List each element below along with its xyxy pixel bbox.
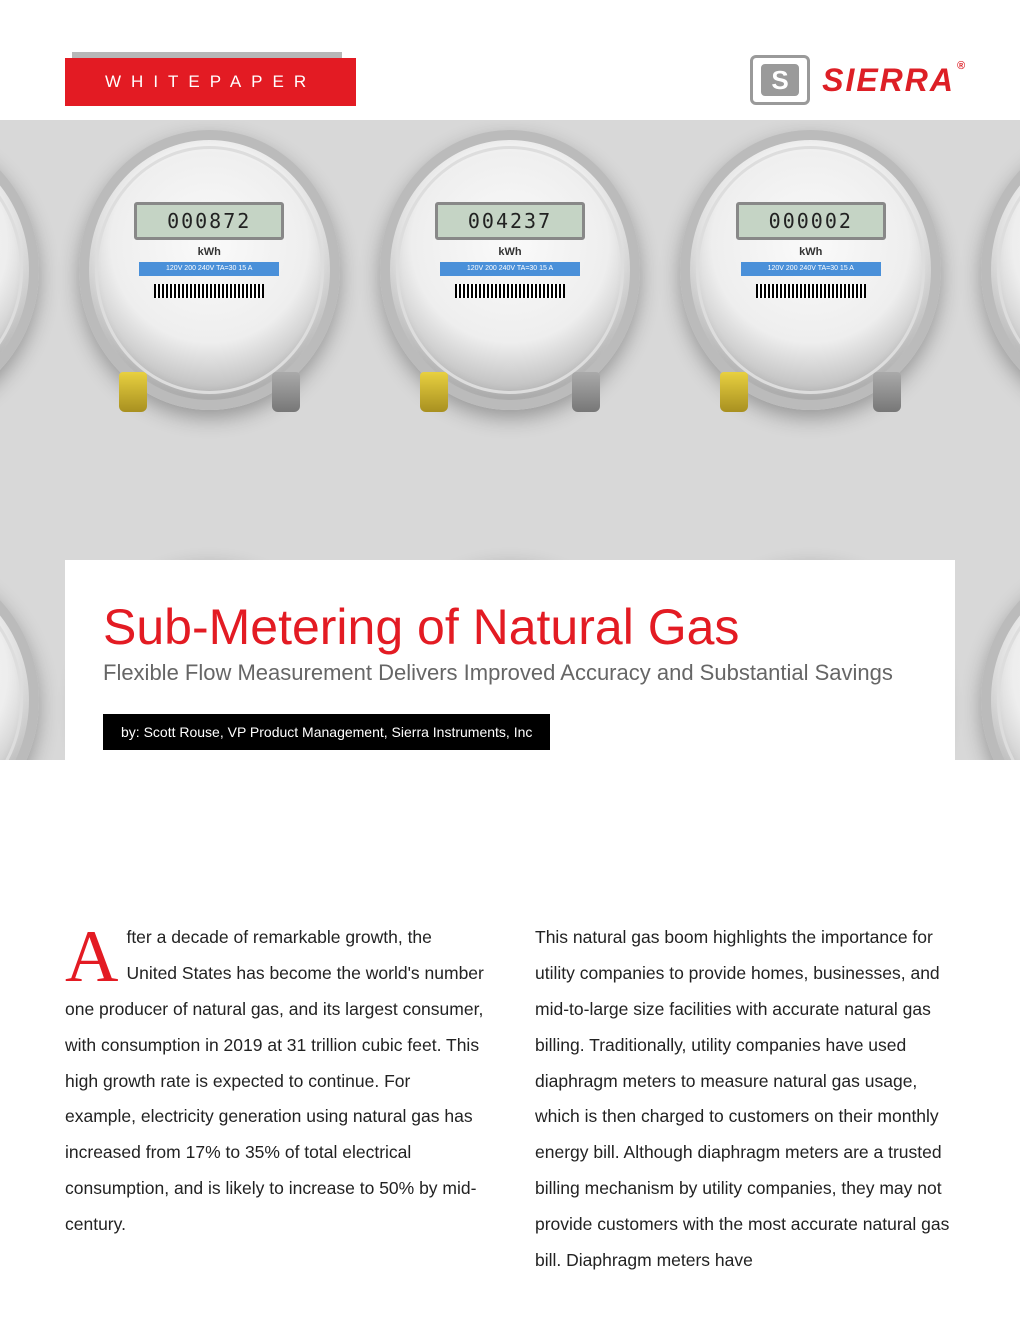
meter-strip: 120V 200 240V TA=30 15 A bbox=[741, 262, 881, 276]
document-title: Sub-Metering of Natural Gas bbox=[103, 598, 917, 656]
meter-reading: 000002 bbox=[736, 202, 886, 240]
logo-mark-icon: S bbox=[750, 55, 810, 105]
document-header: WHITEPAPER S SIERRA ® bbox=[0, 0, 1020, 120]
logo-text-span: SIERRA bbox=[822, 62, 955, 98]
dropcap: A bbox=[65, 920, 126, 989]
meter-reading: 004237 bbox=[435, 202, 585, 240]
gas-meter: 000872 kWh 120V 200 240V TA=30 15 A bbox=[0, 130, 39, 410]
body-column-left: A fter a decade of remarkable growth, th… bbox=[65, 920, 485, 1279]
logo-wordmark: SIERRA ® bbox=[822, 62, 955, 99]
meter-knobs bbox=[991, 372, 1020, 412]
sierra-logo: S SIERRA ® bbox=[750, 55, 955, 105]
body-columns: A fter a decade of remarkable growth, th… bbox=[65, 920, 955, 1279]
gas-meter bbox=[0, 560, 39, 760]
gas-meter: 004237 kWh 120V 200 240V TA=30 15 A bbox=[380, 130, 641, 410]
body-column-right: This natural gas boom highlights the imp… bbox=[535, 920, 955, 1279]
meter-knobs bbox=[0, 372, 29, 412]
registered-icon: ® bbox=[957, 60, 967, 72]
body-paragraph-2: This natural gas boom highlights the imp… bbox=[535, 927, 949, 1270]
meter-knobs bbox=[89, 372, 330, 412]
meter-strip: 120V 200 240V TA=30 15 A bbox=[139, 262, 279, 276]
barcode-icon bbox=[756, 284, 866, 298]
logo-mark-letter: S bbox=[761, 64, 799, 96]
gas-meter: 000872 kWh 120V 200 240V TA=30 15 A bbox=[79, 130, 340, 410]
barcode-icon bbox=[154, 284, 264, 298]
document-subtitle: Flexible Flow Measurement Delivers Impro… bbox=[103, 660, 917, 686]
meter-unit: kWh bbox=[198, 246, 221, 258]
meter-unit: kWh bbox=[799, 246, 822, 258]
meter-knobs bbox=[390, 372, 631, 412]
meter-row-top: 000872 kWh 120V 200 240V TA=30 15 A 0008… bbox=[0, 130, 1020, 410]
gas-meter: 000002 kWh 120V 200 240V TA=30 15 A bbox=[981, 130, 1020, 410]
meter-knobs bbox=[690, 372, 931, 412]
whitepaper-badge: WHITEPAPER bbox=[65, 58, 356, 106]
meter-reading: 000872 bbox=[134, 202, 284, 240]
body-paragraph-1: fter a decade of remarkable growth, the … bbox=[65, 927, 484, 1234]
barcode-icon bbox=[455, 284, 565, 298]
meter-strip: 120V 200 240V TA=30 15 A bbox=[440, 262, 580, 276]
author-byline: by: Scott Rouse, VP Product Management, … bbox=[103, 714, 550, 750]
meter-unit: kWh bbox=[498, 246, 521, 258]
gas-meter bbox=[981, 560, 1020, 760]
title-block: Sub-Metering of Natural Gas Flexible Flo… bbox=[65, 560, 955, 778]
gas-meter: 000002 kWh 120V 200 240V TA=30 15 A bbox=[680, 130, 941, 410]
